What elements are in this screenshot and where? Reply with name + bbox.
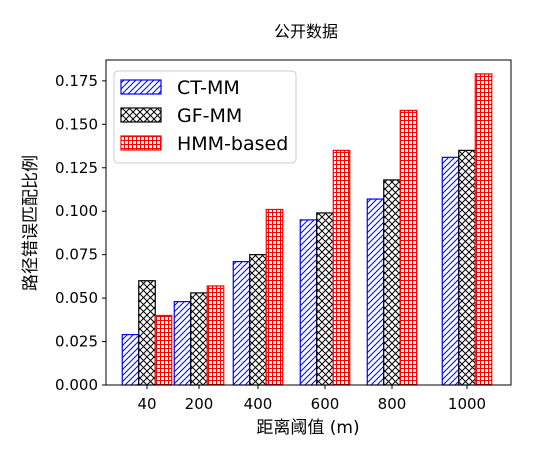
legend: CT-MM GF-MM HMM-based bbox=[113, 70, 297, 164]
bar-GF-MM-400 bbox=[249, 254, 267, 386]
bar-HMM-based-200 bbox=[206, 285, 225, 386]
bar-GF-MM-800 bbox=[383, 179, 401, 386]
x-tick-label: 600 bbox=[311, 395, 340, 413]
bar-GF-MM-1000 bbox=[458, 149, 476, 386]
legend-swatch-CT-MM bbox=[120, 79, 162, 95]
bar-HMM-based-600 bbox=[332, 149, 351, 386]
x-tick-label: 400 bbox=[244, 395, 273, 413]
bar-HMM-based-800 bbox=[399, 109, 418, 386]
legend-label-HMM-based: HMM-based bbox=[177, 133, 288, 155]
bar-CT-MM-400 bbox=[232, 261, 251, 386]
y-tick-label: 0.100 bbox=[55, 202, 98, 220]
x-tick-label: 1000 bbox=[448, 395, 486, 413]
x-tick-label: 800 bbox=[378, 395, 407, 413]
legend-label-CT-MM: CT-MM bbox=[177, 77, 240, 99]
y-axis: 0.000 0.025 0.050 0.075 0.100 0.125 0.150 0.175 bbox=[55, 72, 106, 394]
x-axis: 40 200 400 600 800 1000 bbox=[137, 385, 486, 413]
x-tick-label: 200 bbox=[185, 395, 214, 413]
bar-CT-MM-800 bbox=[366, 198, 385, 386]
bar-GF-MM-600 bbox=[316, 212, 334, 386]
legend-swatch-GF-MM bbox=[120, 107, 162, 123]
plot-frame bbox=[105, 59, 512, 386]
legend-swatch-HMM-based bbox=[120, 135, 162, 151]
bar-CT-MM-40 bbox=[121, 333, 140, 386]
y-tick-label: 0.075 bbox=[55, 246, 98, 264]
chart-title: 公开数据 bbox=[274, 22, 338, 41]
y-tick-label: 0.025 bbox=[55, 333, 98, 351]
legend-label-GF-MM: GF-MM bbox=[177, 105, 242, 127]
bar-CT-MM-200 bbox=[173, 300, 192, 386]
y-tick-label: 0.050 bbox=[55, 289, 98, 307]
bar-HMM-based-40 bbox=[154, 314, 173, 386]
bar-HMM-based-1000 bbox=[474, 73, 493, 386]
y-tick-label: 0.175 bbox=[55, 72, 98, 90]
x-axis-label: 距离阈值 (m) bbox=[256, 418, 359, 438]
y-tick-label: 0.125 bbox=[55, 159, 98, 177]
y-tick-label: 0.150 bbox=[55, 115, 98, 133]
bar-CT-MM-600 bbox=[299, 219, 318, 386]
bar-CT-MM-1000 bbox=[441, 156, 460, 386]
y-tick-label: 0.000 bbox=[55, 376, 98, 394]
bar-HMM-based-400 bbox=[265, 208, 284, 386]
bar-GF-MM-40 bbox=[138, 280, 156, 386]
bars-group bbox=[121, 73, 493, 386]
x-tick-label: 40 bbox=[137, 395, 156, 413]
bar-GF-MM-200 bbox=[190, 292, 208, 386]
y-axis-label: 路径错误匹配比例 bbox=[21, 155, 41, 291]
